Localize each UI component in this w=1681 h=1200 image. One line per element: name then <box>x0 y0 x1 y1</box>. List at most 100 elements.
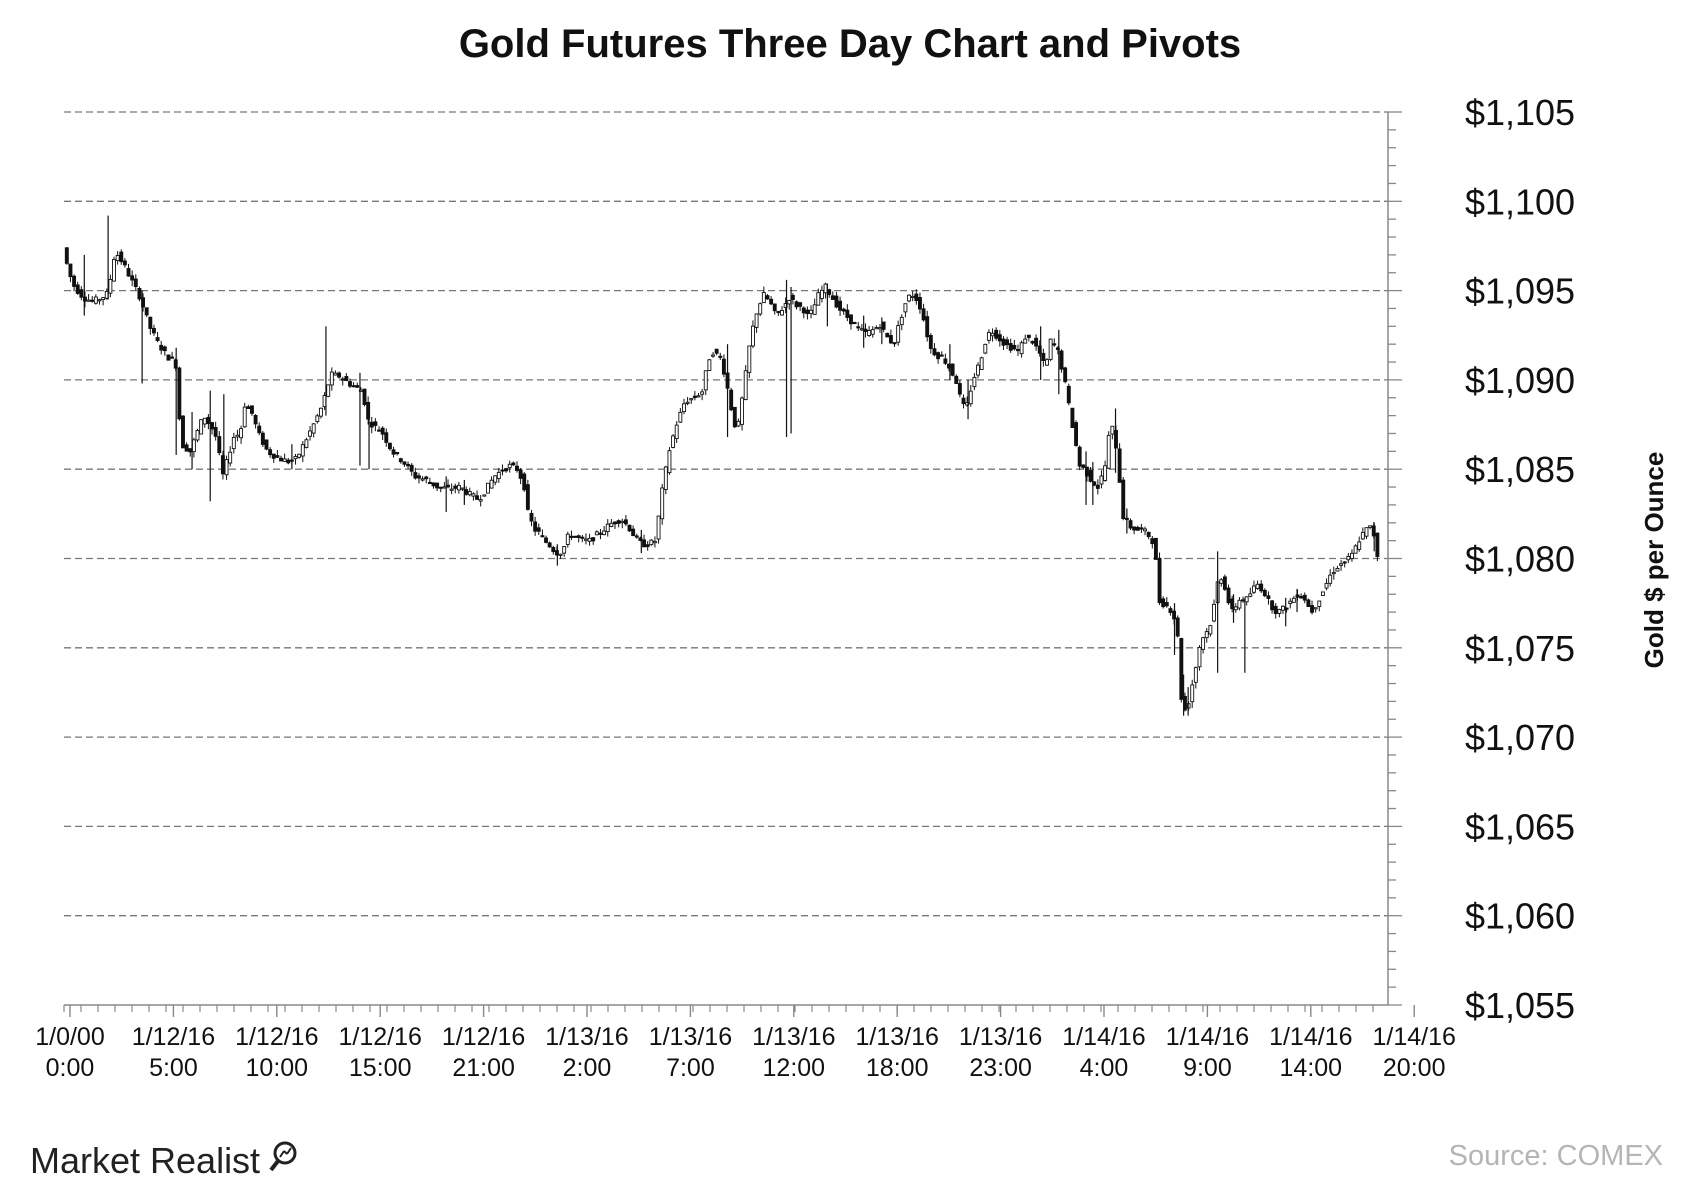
candle-body <box>522 473 527 491</box>
candle-body <box>337 372 342 378</box>
candle-body <box>228 451 233 464</box>
candle-body <box>591 537 596 542</box>
candle-body <box>1193 667 1198 683</box>
candle-body <box>442 486 447 489</box>
y-tick-label: $1,100 <box>1465 181 1575 222</box>
candle-body <box>268 449 273 456</box>
brand-name: Market Realist <box>30 1140 261 1181</box>
candle-body <box>1026 334 1031 338</box>
candle-body <box>1012 344 1017 350</box>
candle-body <box>257 425 262 434</box>
candle-body <box>340 378 345 381</box>
candle-body <box>97 299 102 302</box>
x-tick-label-date: 1/13/16 <box>752 1023 835 1051</box>
candle-body <box>181 415 185 449</box>
candle-body <box>573 535 578 538</box>
candle-body <box>1008 343 1013 351</box>
candle-body <box>348 381 352 387</box>
y-tick-label: $1,060 <box>1465 896 1575 937</box>
candle-body <box>729 389 734 411</box>
candle-body <box>1368 525 1373 528</box>
x-tick-label-time: 23:00 <box>969 1054 1032 1082</box>
candle-body <box>297 453 302 458</box>
candle-body <box>1153 537 1158 560</box>
candle-body <box>950 363 955 376</box>
candle-body <box>780 309 784 316</box>
candle-body <box>489 479 494 489</box>
candle-body <box>1306 599 1311 607</box>
candle-body <box>616 520 621 524</box>
candle-body <box>1201 637 1206 650</box>
x-tick-label-time: 7:00 <box>666 1054 715 1082</box>
candle-body <box>239 428 244 439</box>
candle-body <box>692 395 697 399</box>
candle-body <box>1248 593 1253 597</box>
candle-body <box>827 289 832 295</box>
candle-body <box>671 435 676 448</box>
x-tick-label-time: 20:00 <box>1383 1054 1446 1082</box>
candle-body <box>943 358 948 364</box>
candle-body <box>151 327 156 334</box>
candle-body <box>1237 599 1242 609</box>
candle-body <box>1157 557 1162 604</box>
candle-body <box>1208 625 1213 635</box>
candle-body <box>435 482 440 489</box>
candle-body <box>968 390 973 405</box>
candle-body <box>1034 337 1039 347</box>
candle-body <box>994 329 999 339</box>
candle-body <box>162 346 167 352</box>
candle-body <box>64 247 69 264</box>
x-tick-label-time: 14:00 <box>1280 1054 1343 1082</box>
candle-body <box>511 462 516 466</box>
y-tick-label: $1,105 <box>1465 92 1575 133</box>
y-tick-label: $1,085 <box>1465 449 1575 490</box>
candle-body <box>195 430 200 441</box>
candle-body <box>1175 617 1180 637</box>
candle-body <box>859 328 864 331</box>
candle-body <box>765 295 770 300</box>
candle-body <box>1346 555 1351 561</box>
y-tick-label: $1,095 <box>1465 271 1575 312</box>
candle-body <box>427 481 432 485</box>
candle-body <box>743 370 748 401</box>
candle-body <box>972 376 977 388</box>
candle-body <box>954 375 959 384</box>
candle-body <box>620 520 625 524</box>
axes <box>63 111 1415 1017</box>
x-tick-label-date: 1/13/16 <box>545 1023 628 1051</box>
candle-body <box>1339 563 1344 566</box>
candle-body <box>558 553 563 556</box>
candle-body <box>845 309 850 318</box>
x-tick-label-date: 1/12/16 <box>235 1023 318 1051</box>
candle-body <box>438 486 443 489</box>
x-tick-label-date: 1/12/16 <box>338 1023 421 1051</box>
x-tick-label-time: 21:00 <box>452 1054 515 1082</box>
x-tick-label-time: 12:00 <box>763 1054 826 1082</box>
candle-body <box>772 303 777 312</box>
candle-body <box>613 521 617 525</box>
candle-body <box>260 432 265 445</box>
candle-body <box>540 535 545 538</box>
candle-body <box>413 472 418 479</box>
candle-body <box>747 345 752 373</box>
candle-body <box>700 391 705 395</box>
candle-body <box>649 539 654 546</box>
candle-body <box>213 427 218 437</box>
candle-body <box>892 342 897 345</box>
candle-body <box>148 316 153 329</box>
candle-body <box>1190 684 1195 703</box>
candle-body <box>533 521 538 532</box>
candle-body <box>449 488 454 491</box>
candle-body <box>910 295 915 299</box>
candle-body <box>380 427 385 435</box>
candle-body <box>976 364 980 376</box>
candle-body <box>801 307 806 314</box>
candle-body <box>525 484 530 510</box>
y-tick-label: $1,075 <box>1465 628 1575 669</box>
candle-body <box>515 465 519 471</box>
candle-body <box>790 294 795 300</box>
x-tick-label-date: 1/14/16 <box>1062 1023 1145 1051</box>
candle-body <box>1066 385 1071 404</box>
candle-body <box>798 302 803 307</box>
x-tick-label-date: 1/0/00 <box>35 1023 105 1051</box>
